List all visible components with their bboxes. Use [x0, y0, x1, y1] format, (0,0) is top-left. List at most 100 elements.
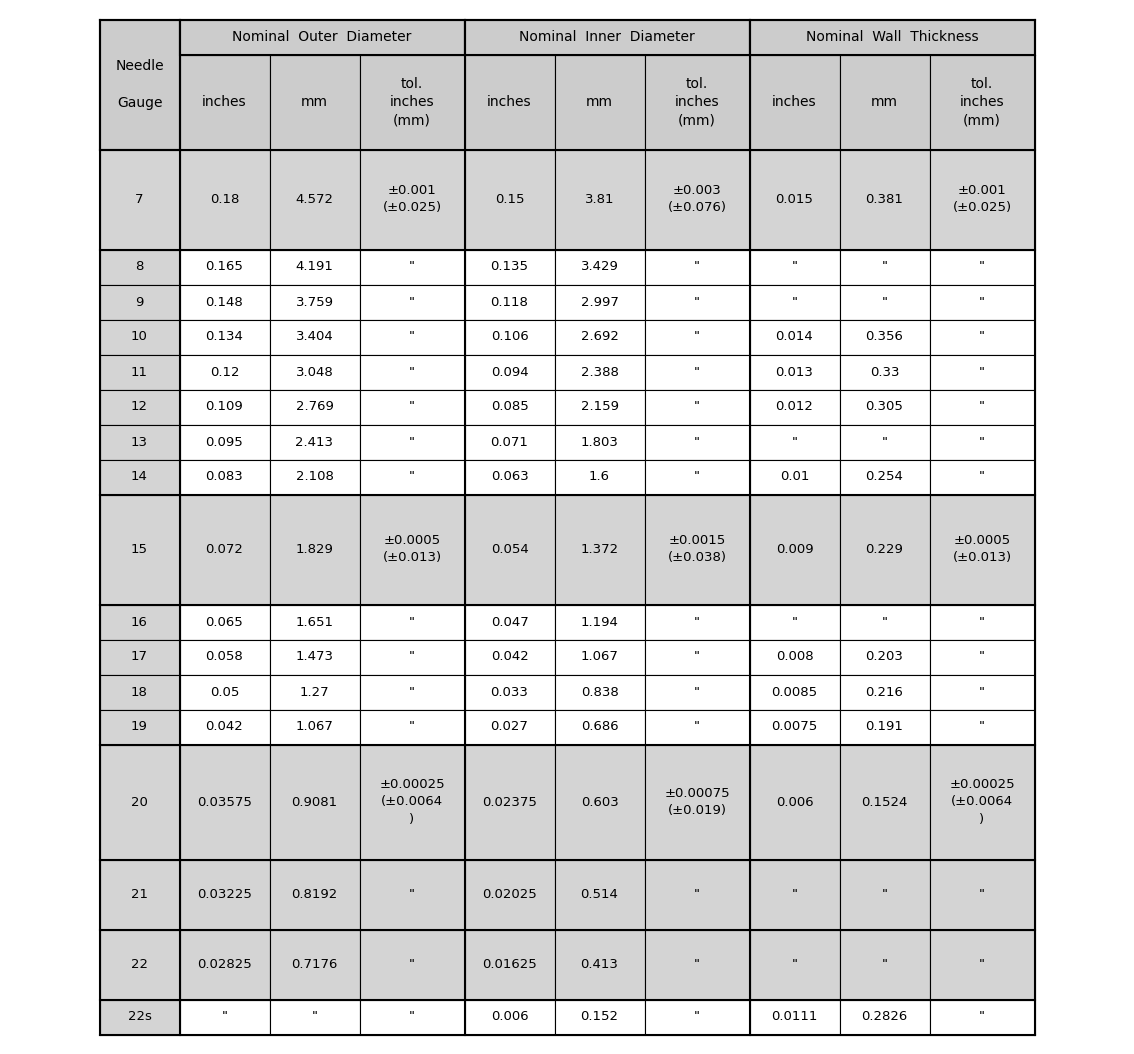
Bar — [839, 640, 930, 675]
Text: 0.9081: 0.9081 — [291, 796, 338, 808]
Text: ": " — [979, 435, 985, 449]
Bar — [465, 354, 555, 390]
Text: 0.006: 0.006 — [491, 1011, 528, 1023]
Text: 0.254: 0.254 — [865, 470, 904, 484]
Bar — [179, 460, 270, 494]
Text: Nominal  Outer  Diameter: Nominal Outer Diameter — [232, 30, 412, 44]
Bar — [359, 150, 465, 250]
Bar — [359, 605, 465, 640]
Text: 16: 16 — [132, 616, 147, 628]
Bar — [179, 425, 270, 460]
Bar — [359, 250, 465, 285]
Bar — [930, 55, 1034, 150]
Text: 0.686: 0.686 — [581, 721, 618, 734]
Bar — [465, 640, 555, 675]
Text: 2.769: 2.769 — [296, 401, 333, 413]
Bar — [100, 675, 179, 709]
Text: ±0.0005
(±0.013): ±0.0005 (±0.013) — [382, 534, 441, 565]
Bar — [270, 930, 359, 999]
Bar — [359, 999, 465, 1034]
Bar — [179, 930, 270, 999]
Bar — [270, 250, 359, 285]
Bar — [644, 859, 750, 930]
Bar — [270, 709, 359, 744]
Bar — [750, 859, 839, 930]
Bar — [839, 250, 930, 285]
Bar — [644, 605, 750, 640]
Bar — [750, 675, 839, 709]
Bar — [555, 930, 644, 999]
Text: ": " — [409, 331, 415, 344]
Bar — [750, 55, 839, 150]
Bar — [555, 460, 644, 494]
Text: ": " — [694, 401, 700, 413]
Text: 0.191: 0.191 — [865, 721, 904, 734]
Text: mm: mm — [871, 95, 898, 109]
Bar — [100, 425, 179, 460]
Bar — [644, 744, 750, 859]
Bar — [555, 709, 644, 744]
Text: 0.01625: 0.01625 — [482, 958, 536, 971]
Text: ": " — [221, 1011, 228, 1023]
Bar — [100, 859, 179, 930]
Text: 11: 11 — [132, 366, 149, 378]
Bar — [465, 20, 750, 55]
Bar — [179, 859, 270, 930]
Bar — [465, 390, 555, 425]
Bar — [179, 494, 270, 605]
Text: ": " — [792, 958, 797, 971]
Bar — [930, 744, 1034, 859]
Bar — [750, 150, 839, 250]
Text: ": " — [694, 470, 700, 484]
Bar — [750, 319, 839, 354]
Text: 19: 19 — [132, 721, 147, 734]
Text: ": " — [881, 958, 888, 971]
Text: 2.413: 2.413 — [296, 435, 333, 449]
Text: 3.81: 3.81 — [585, 193, 615, 206]
Bar — [839, 150, 930, 250]
Bar — [270, 640, 359, 675]
Bar — [359, 55, 465, 150]
Bar — [750, 999, 839, 1034]
Text: ": " — [979, 889, 985, 901]
Text: 0.381: 0.381 — [865, 193, 904, 206]
Text: ": " — [979, 958, 985, 971]
Text: 15: 15 — [132, 543, 149, 557]
Text: ": " — [694, 295, 700, 309]
Bar — [750, 285, 839, 319]
Text: 0.229: 0.229 — [865, 543, 904, 557]
Bar — [555, 390, 644, 425]
Text: 0.03575: 0.03575 — [197, 796, 252, 808]
Text: Needle

Gauge: Needle Gauge — [116, 59, 163, 110]
Text: 0.0085: 0.0085 — [771, 685, 818, 699]
Text: 0.413: 0.413 — [581, 958, 618, 971]
Text: 0.071: 0.071 — [491, 435, 528, 449]
Bar — [930, 999, 1034, 1034]
Text: 0.1524: 0.1524 — [862, 796, 907, 808]
Bar — [930, 250, 1034, 285]
Bar — [839, 744, 930, 859]
Bar — [555, 285, 644, 319]
Bar — [839, 494, 930, 605]
Text: ": " — [979, 685, 985, 699]
Text: 0.2826: 0.2826 — [862, 1011, 907, 1023]
Text: 1.194: 1.194 — [581, 616, 618, 628]
Text: 4.572: 4.572 — [296, 193, 333, 206]
Bar — [930, 319, 1034, 354]
Bar — [100, 930, 179, 999]
Bar — [555, 354, 644, 390]
Text: ": " — [881, 889, 888, 901]
Text: 0.603: 0.603 — [581, 796, 618, 808]
Bar — [555, 55, 644, 150]
Text: ": " — [881, 435, 888, 449]
Text: mm: mm — [301, 95, 328, 109]
Bar — [270, 675, 359, 709]
Text: 7: 7 — [135, 193, 144, 206]
Bar — [179, 55, 270, 150]
Text: 8: 8 — [135, 260, 144, 273]
Bar — [930, 390, 1034, 425]
Bar — [270, 859, 359, 930]
Text: 0.33: 0.33 — [870, 366, 899, 378]
Text: 2.388: 2.388 — [581, 366, 618, 378]
Text: 0.12: 0.12 — [210, 366, 239, 378]
